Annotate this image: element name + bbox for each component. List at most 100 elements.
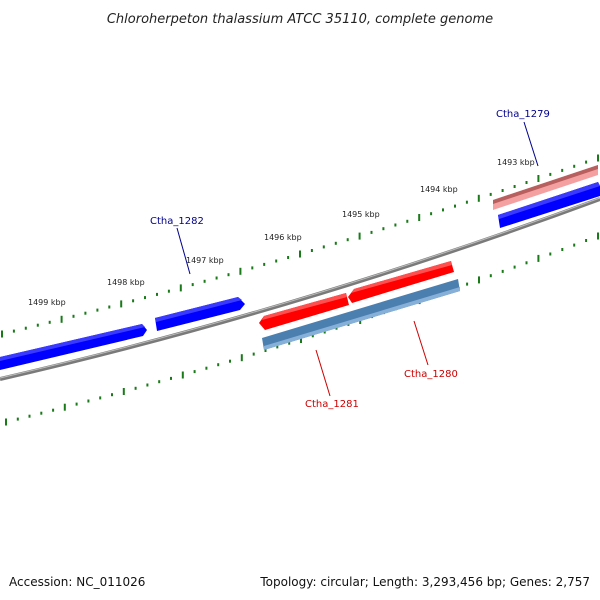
outer-scale-tick [513, 185, 516, 188]
gene-ctha-1280[interactable] [348, 261, 454, 303]
outer-scale-tick [156, 292, 158, 296]
outer-scale-tick [465, 200, 468, 204]
gc-forward-bar [493, 165, 598, 210]
gene-ctha-1282[interactable] [0, 324, 147, 370]
outer-scale-tick [167, 289, 170, 293]
gene-label-ctha-1280[interactable]: Ctha_1280 [404, 369, 458, 380]
inner-scale-tick [597, 232, 599, 240]
outer-scale-tick [215, 276, 218, 280]
outer-scale-tick [442, 208, 444, 212]
inner-scale-tick [205, 366, 208, 370]
outer-scale-tick [120, 300, 123, 308]
outer-scale-tick [537, 175, 540, 182]
outer-scale-tick [299, 250, 301, 258]
inner-scale-tick [252, 352, 255, 356]
tick-label-1494: 1494 kbp [420, 185, 458, 194]
outer-scale-tick [454, 204, 456, 208]
outer-scale-tick [144, 296, 146, 300]
outer-scale-tick [322, 245, 325, 249]
gene-label-ctha-1282[interactable]: Ctha_1282 [150, 216, 204, 227]
inner-scale-tick [40, 411, 43, 415]
outer-scale-tick [370, 230, 373, 234]
outer-scale-tick [346, 238, 349, 242]
leader-ctha-1281 [315, 349, 331, 397]
outer-scale-tick [275, 259, 278, 263]
outer-scale-tick [310, 249, 313, 252]
outer-scale-tick [84, 311, 87, 315]
map-title: Chloroherpeton thalassium ATCC 35110, co… [107, 12, 493, 27]
outer-scale-tick [12, 329, 15, 333]
outer-scale-tick [227, 273, 230, 277]
outer-scale-tick [251, 266, 254, 270]
inner-scale-tick [288, 341, 291, 345]
inner-scale-tick [240, 354, 243, 362]
outer-scale-tick [1, 330, 3, 338]
outer-scale-tick [263, 262, 266, 266]
inner-scale-tick [111, 393, 113, 397]
inner-scale-tick [323, 330, 326, 334]
gene-label-ctha-1281[interactable]: Ctha_1281 [305, 399, 359, 410]
tick-label-1497: 1497 kbp [186, 256, 224, 265]
inner-scale-tick [87, 399, 90, 403]
gene-ctha-1281[interactable] [259, 293, 349, 330]
outer-scale-tick [191, 283, 194, 287]
inner-scale-tick [122, 388, 125, 395]
inner-scale-tick [585, 239, 588, 242]
outer-scale-tick [60, 315, 63, 323]
outer-scale-tick [382, 227, 385, 231]
inner-scale-tick [549, 252, 552, 256]
inner-scale-tick [158, 380, 161, 384]
inner-scale-tick [513, 265, 516, 269]
inner-scale-tick [478, 276, 480, 284]
inner-scale-tick [311, 334, 314, 338]
leader-ctha-1280 [413, 320, 429, 366]
outer-scale-tick [179, 284, 182, 292]
inner-scale-tick [573, 243, 576, 247]
inner-scale-tick [134, 386, 137, 390]
gc-reverse-bar [262, 279, 460, 350]
gene-ctha-1279[interactable] [498, 182, 600, 228]
tick-label-1499: 1499 kbp [28, 298, 66, 307]
tick-label-1498: 1498 kbp [107, 278, 145, 287]
inner-scale-tick [525, 261, 528, 265]
outer-scale-tick [239, 267, 242, 275]
inner-scale-tick [561, 248, 564, 251]
scale-labels: 1499 kbp 1498 kbp 1497 kbp 1496 kbp 1495… [28, 158, 535, 307]
outer-scale-tick [597, 154, 599, 162]
outer-scale-tick [48, 320, 51, 324]
outer-scale-tick [287, 256, 290, 259]
inner-scale-tick [217, 363, 220, 367]
outer-scale-tick [561, 168, 564, 172]
leader-ctha-1282 [176, 227, 191, 275]
gene-ctha-1282b[interactable] [155, 297, 245, 331]
inner-scale-tick [75, 402, 78, 406]
outer-scale-tick [358, 232, 361, 240]
tick-label-1495: 1495 kbp [342, 210, 380, 219]
outer-scale-tick [96, 308, 99, 312]
outer-scale-tick [24, 326, 27, 330]
inner-scale-tick [264, 349, 267, 352]
inner-scale-tick [146, 383, 149, 387]
inner-scale-tick [28, 414, 31, 418]
outer-scale-tick [430, 212, 433, 216]
genome-backbone [0, 197, 600, 381]
outer-scale-tick [549, 172, 552, 176]
inner-scale-tick [193, 370, 196, 374]
outer-scale-tick [501, 189, 504, 192]
accession-text: Accession: NC_011026 [9, 575, 145, 589]
inner-scale-tick [181, 371, 184, 379]
outer-scale-tick [585, 160, 588, 164]
gene-label-ctha-1279[interactable]: Ctha_1279 [496, 109, 550, 120]
outer-scale-tick [334, 241, 337, 245]
inner-scale-tick [5, 418, 7, 426]
tick-label-1496: 1496 kbp [264, 233, 302, 242]
inner-scale-tick [52, 408, 55, 412]
topology-text: Topology: circular; Length: 3,293,456 bp… [259, 575, 590, 589]
inner-scale-tick [537, 254, 540, 262]
outer-scale-tick [72, 314, 75, 318]
outer-scale-tick [573, 164, 576, 168]
outer-scale-tick [36, 323, 39, 327]
inner-scale-tick [63, 403, 66, 411]
inner-scale-tick [276, 345, 279, 349]
